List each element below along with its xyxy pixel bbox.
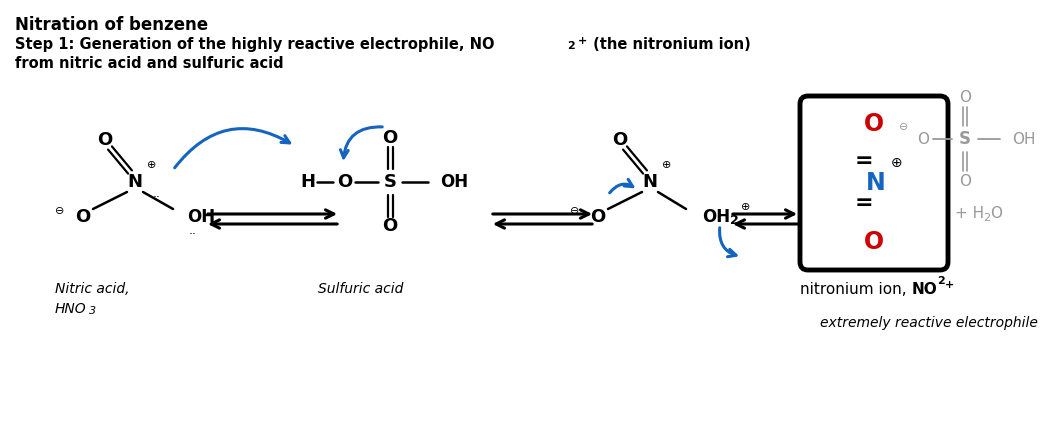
Text: Step 1: Generation of the highly reactive electrophile, NO: Step 1: Generation of the highly reactiv…: [15, 37, 495, 52]
Text: OH: OH: [187, 208, 215, 226]
Text: O: O: [959, 174, 971, 188]
Text: OH: OH: [440, 173, 468, 191]
Text: N: N: [127, 173, 142, 191]
Text: + H: + H: [955, 207, 984, 221]
Text: H: H: [301, 173, 315, 191]
Text: $\oplus$: $\oplus$: [661, 158, 671, 170]
Text: S: S: [959, 130, 971, 148]
Text: Nitration of benzene: Nitration of benzene: [15, 16, 208, 34]
Text: O: O: [382, 129, 398, 147]
Text: O: O: [917, 132, 929, 147]
Text: 2: 2: [730, 214, 739, 227]
Text: $\oplus$: $\oplus$: [146, 158, 157, 170]
Text: +: +: [945, 280, 954, 290]
Text: 2: 2: [983, 213, 990, 223]
Text: $\ominus$: $\ominus$: [898, 122, 908, 132]
Text: Sulfuric acid: Sulfuric acid: [318, 282, 403, 296]
Text: =: =: [855, 151, 874, 171]
Text: OH: OH: [1012, 132, 1036, 147]
Text: N: N: [642, 173, 658, 191]
Text: from nitric acid and sulfuric acid: from nitric acid and sulfuric acid: [15, 56, 284, 71]
Text: HNO: HNO: [55, 302, 87, 316]
Text: OH: OH: [702, 208, 730, 226]
Text: S: S: [383, 173, 397, 191]
Text: 2: 2: [567, 41, 575, 51]
Text: 3: 3: [89, 306, 96, 316]
Text: $\oplus$: $\oplus$: [889, 156, 902, 170]
Text: O: O: [864, 112, 884, 136]
Text: 2: 2: [938, 276, 945, 286]
Text: =: =: [855, 193, 874, 213]
FancyBboxPatch shape: [800, 96, 948, 270]
Text: O: O: [613, 131, 627, 149]
Text: O: O: [590, 208, 606, 226]
Text: O: O: [990, 207, 1002, 221]
Text: O: O: [864, 230, 884, 254]
Text: O: O: [382, 217, 398, 235]
Text: Nitric acid,: Nitric acid,: [55, 282, 129, 296]
Text: O: O: [959, 89, 971, 105]
Text: O: O: [97, 131, 113, 149]
Text: +: +: [578, 36, 587, 46]
Text: $\oplus$: $\oplus$: [740, 201, 751, 213]
Text: $\ominus$: $\ominus$: [569, 206, 579, 217]
Text: O: O: [75, 208, 91, 226]
Text: (the nitronium ion): (the nitronium ion): [588, 37, 751, 52]
Text: nitronium ion,: nitronium ion,: [800, 282, 915, 297]
Text: ··: ··: [189, 228, 197, 241]
Text: ··: ··: [153, 191, 161, 204]
Text: extremely reactive electrophile: extremely reactive electrophile: [820, 316, 1038, 330]
Text: $\ominus$: $\ominus$: [54, 206, 64, 217]
Text: NO: NO: [912, 282, 938, 297]
Text: O: O: [337, 173, 353, 191]
Text: N: N: [867, 171, 886, 195]
